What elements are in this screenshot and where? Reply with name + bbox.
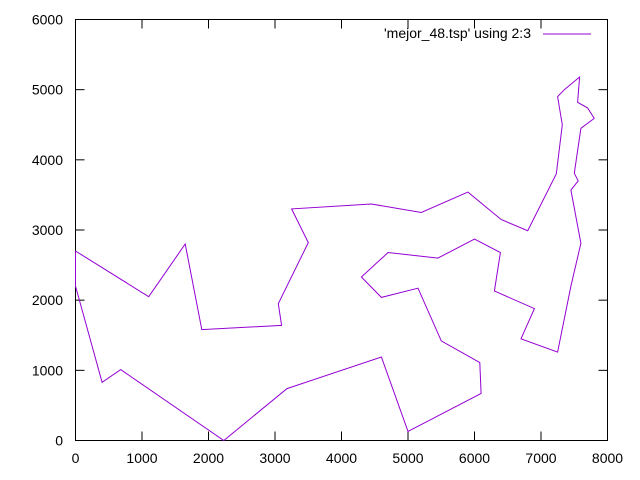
x-tick-label: 8000 [592, 450, 623, 466]
y-tick-label: 2000 [32, 292, 63, 308]
y-tick-label: 6000 [32, 12, 63, 28]
y-tick-label: 4000 [32, 152, 63, 168]
series-line [75, 75, 595, 442]
x-tick-label: 7000 [525, 450, 556, 466]
y-tick-label: 1000 [32, 362, 63, 378]
series-layer [75, 75, 595, 442]
y-tick-label: 3000 [32, 222, 63, 238]
axis-ticks: 0 1000 2000 3000 4000 5000 6000 7000 8000 0 1000 20… [32, 12, 623, 467]
y-tick-label: 0 [55, 433, 63, 449]
legend-label: 'mejor_48.tsp' using 2:3 [384, 25, 531, 41]
x-tick-label: 3000 [259, 450, 290, 466]
x-tick-label: 2000 [193, 450, 224, 466]
x-tick-label: 6000 [459, 450, 490, 466]
x-tick-label: 1000 [126, 450, 157, 466]
x-tick-label: 5000 [392, 450, 423, 466]
legend: 'mejor_48.tsp' using 2:3 [384, 25, 591, 41]
x-tick-label: 4000 [326, 450, 357, 466]
x-tick-label: 0 [72, 450, 80, 466]
y-tick-label: 5000 [32, 82, 63, 98]
